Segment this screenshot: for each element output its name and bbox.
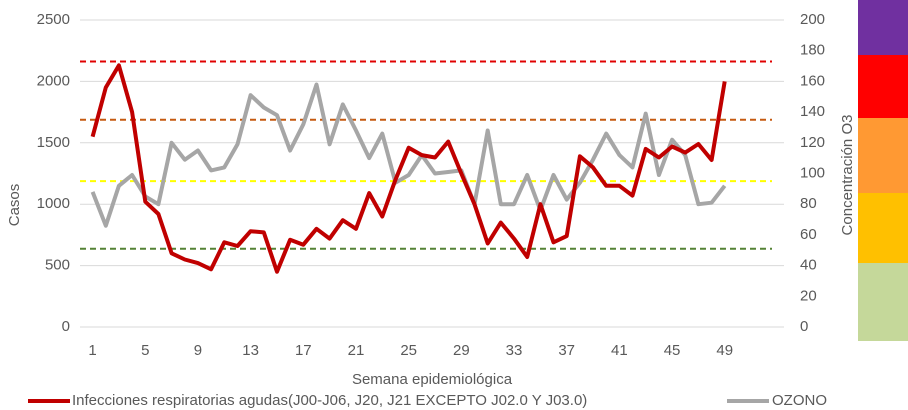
x-tick-label: 33 <box>506 342 523 359</box>
y-axis-title: Casos <box>6 184 23 227</box>
legend-label: OZONO <box>772 392 827 409</box>
series-line <box>90 63 727 274</box>
y2-tick-label: 120 <box>800 134 825 151</box>
x-tick-label: 21 <box>348 342 365 359</box>
y2-tick-label: 180 <box>800 42 825 59</box>
scale-band <box>858 263 908 341</box>
x-tick-label: 9 <box>194 342 202 359</box>
y2-tick-label: 160 <box>800 72 825 89</box>
y2-tick-label: 80 <box>800 195 817 212</box>
y-tick-label: 2000 <box>37 72 70 89</box>
y2-tick-label: 0 <box>800 318 808 335</box>
legend-label: Infecciones respiratorias agudas(J00-J06… <box>72 392 587 409</box>
scale-band <box>858 118 908 193</box>
y2-tick-label: 60 <box>800 226 817 243</box>
y2-tick-label: 20 <box>800 287 817 304</box>
y2-axis-title: Concentración O3 <box>839 115 856 236</box>
x-tick-label: 17 <box>295 342 312 359</box>
scale-band <box>858 55 908 118</box>
x-tick-label: 49 <box>716 342 733 359</box>
y-tick-label: 0 <box>62 318 70 335</box>
y2-tick-label: 200 <box>800 11 825 28</box>
y-tick-label: 1500 <box>37 134 70 151</box>
y-tick-label: 2500 <box>37 11 70 28</box>
series-line <box>90 82 727 228</box>
x-axis-title: Semana epidemiológica <box>352 371 513 388</box>
scale-band <box>858 193 908 263</box>
x-tick-label: 5 <box>141 342 149 359</box>
y2-tick-label: 140 <box>800 103 825 120</box>
y-tick-label: 1000 <box>37 195 70 212</box>
x-tick-label: 41 <box>611 342 628 359</box>
y2-tick-label: 40 <box>800 257 817 274</box>
x-tick-label: 45 <box>664 342 681 359</box>
x-tick-label: 29 <box>453 342 470 359</box>
x-tick-label: 25 <box>400 342 417 359</box>
x-tick-label: 1 <box>88 342 96 359</box>
scale-band <box>858 0 908 55</box>
y2-tick-label: 100 <box>800 164 825 181</box>
y-tick-label: 500 <box>45 257 70 274</box>
x-tick-label: 37 <box>558 342 575 359</box>
x-tick-label: 13 <box>242 342 259 359</box>
